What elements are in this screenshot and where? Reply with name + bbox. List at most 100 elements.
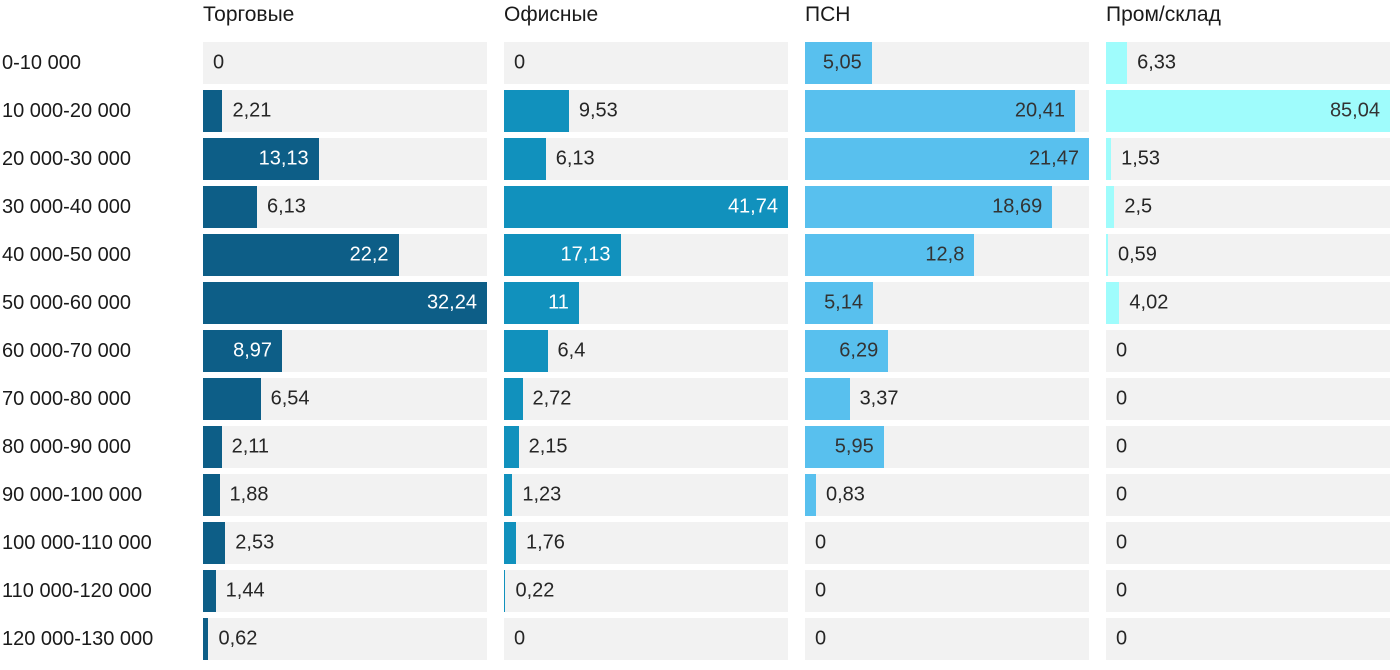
bar	[805, 90, 1075, 132]
bar	[203, 90, 223, 132]
series-header-industrial: Пром/склад	[1106, 3, 1221, 26]
bar-value-label: 6,33	[1137, 51, 1177, 74]
bar-value-label: 6,13	[266, 195, 306, 218]
row-label: 10 000-20 000	[2, 99, 132, 122]
bar-value-label: 2,21	[232, 99, 272, 122]
bar	[805, 426, 884, 468]
bar-value-label: 21,47	[1028, 147, 1079, 170]
bar-track: 2,15	[504, 426, 788, 468]
bar	[805, 234, 975, 276]
bar-track: 6,33	[1106, 42, 1390, 84]
bar-value-label: 0	[1116, 339, 1128, 362]
bar-value-label: 0	[815, 579, 827, 602]
bar-value-label: 6,4	[557, 339, 586, 362]
bar-value-label: 85,04	[1329, 99, 1380, 122]
bar-track: 13,13	[203, 138, 487, 180]
bar-value-label: 0	[1116, 387, 1128, 410]
bar-value-label: 0,83	[825, 483, 865, 506]
bar-track: 0	[1106, 474, 1390, 516]
bar	[504, 570, 506, 612]
bar-value-label: 3,37	[859, 387, 899, 410]
bar-value-label: 0	[1116, 531, 1128, 554]
series-header-psn: ПСН	[805, 3, 851, 26]
bar	[203, 138, 319, 180]
bar-value-label: 6,13	[555, 147, 595, 170]
bar	[1106, 186, 1115, 228]
bar-track: 1,76	[504, 522, 788, 564]
bar-value-label: 1,76	[525, 531, 565, 554]
bar-value-label: 0,22	[515, 579, 555, 602]
bar-track: 5,95	[805, 426, 1089, 468]
bar-value-label: 6,29	[839, 339, 879, 362]
bar-value-label: 11	[548, 291, 569, 314]
bar-value-label: 1,53	[1121, 147, 1161, 170]
bar	[504, 138, 546, 180]
bar-value-label: 0,59	[1117, 243, 1157, 266]
bar-track: 1,88	[203, 474, 487, 516]
bar	[1106, 282, 1120, 324]
bar	[504, 330, 548, 372]
row-label: 50 000-60 000	[2, 291, 132, 314]
bar-value-label: 0	[514, 627, 526, 650]
bar-track: 32,24	[203, 282, 487, 324]
bar-value-label: 2,5	[1124, 195, 1153, 218]
bar-track: 6,54	[203, 378, 487, 420]
row-label: 110 000-120 000	[2, 579, 152, 602]
bar-value-label: 13,13	[258, 147, 309, 170]
bar-value-label: 1,88	[229, 483, 269, 506]
bar-value-label: 18,69	[992, 195, 1043, 218]
bar-track: 2,5	[1106, 186, 1390, 228]
bar	[203, 234, 399, 276]
bar	[504, 186, 788, 228]
bar	[504, 234, 621, 276]
bar-value-label: 12,8	[925, 243, 965, 266]
bar-track: 0	[805, 522, 1089, 564]
bar	[203, 330, 283, 372]
bar-track: 6,4	[504, 330, 788, 372]
bar-track: 6,13	[504, 138, 788, 180]
bar-track: 0	[805, 618, 1089, 660]
chart-corner-spacer	[2, 2, 186, 36]
bar-value-label: 0	[1116, 627, 1128, 650]
bar	[1106, 234, 1108, 276]
bar-value-label: 4,02	[1129, 291, 1169, 314]
bar-track: 0	[1106, 426, 1390, 468]
bar	[203, 474, 220, 516]
bar	[1106, 138, 1112, 180]
row-label: 70 000-80 000	[2, 387, 132, 410]
bar	[203, 186, 257, 228]
bar-value-label: 20,41	[1014, 99, 1065, 122]
bar-track: 41,74	[504, 186, 788, 228]
bar-track: 0	[1106, 522, 1390, 564]
bar-value-label: 0	[213, 51, 225, 74]
bar-track: 5,05	[805, 42, 1089, 84]
series-header-retail: Торговые	[203, 3, 295, 26]
bar-value-label: 5,95	[834, 435, 874, 458]
bar-track: 0,22	[504, 570, 788, 612]
bar-track: 1,23	[504, 474, 788, 516]
bar-value-label: 6,54	[270, 387, 310, 410]
bar-value-label: 41,74	[727, 195, 778, 218]
row-label: 120 000-130 000	[2, 627, 154, 650]
bar-track: 1,53	[1106, 138, 1390, 180]
bar-track: 2,53	[203, 522, 487, 564]
bar-value-label: 0	[514, 51, 526, 74]
bar	[203, 570, 216, 612]
bar	[805, 186, 1053, 228]
bar-track: 2,21	[203, 90, 487, 132]
bar-track: 0,59	[1106, 234, 1390, 276]
row-label: 90 000-100 000	[2, 483, 143, 506]
bar-value-label: 2,15	[528, 435, 568, 458]
bar-track: 9,53	[504, 90, 788, 132]
bar-track: 85,04	[1106, 90, 1390, 132]
row-label: 60 000-70 000	[2, 339, 132, 362]
bar-track: 0	[1106, 570, 1390, 612]
bar	[504, 90, 569, 132]
bar-track: 0,62	[203, 618, 487, 660]
bar-value-label: 0	[815, 531, 827, 554]
bar	[203, 426, 222, 468]
bar	[1106, 42, 1128, 84]
bar	[805, 42, 872, 84]
bar-value-label: 22,2	[349, 243, 389, 266]
